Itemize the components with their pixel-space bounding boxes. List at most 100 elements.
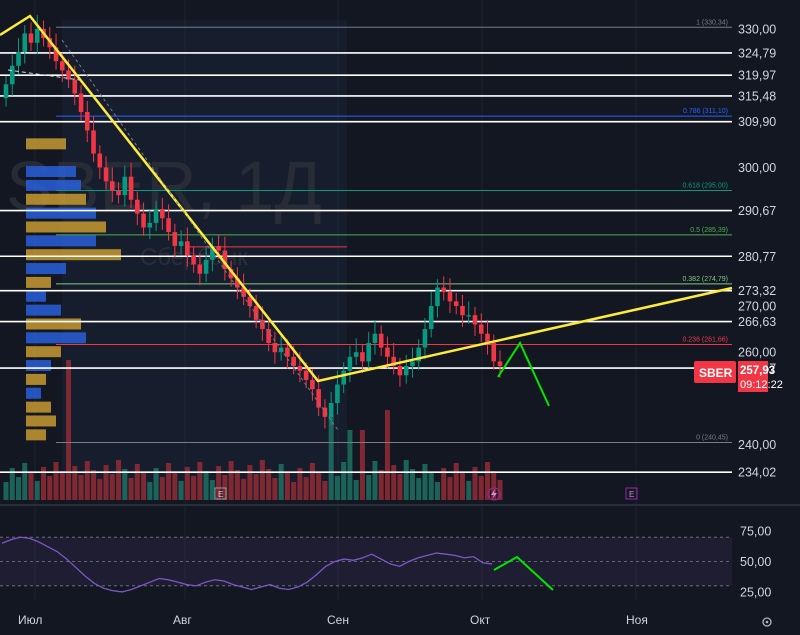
gear-icon[interactable] xyxy=(762,617,772,627)
rsi-tick: 50,00 xyxy=(740,555,771,569)
candle-body xyxy=(266,329,271,343)
forecast-path[interactable] xyxy=(497,340,550,407)
volume-bar xyxy=(84,461,90,500)
volume-bar xyxy=(159,477,165,500)
candle-body xyxy=(416,347,422,362)
volume-bar xyxy=(316,472,322,500)
candle-body xyxy=(91,130,96,154)
volume-bar xyxy=(434,482,440,500)
level-label-bg xyxy=(733,463,781,482)
volume-bar xyxy=(366,475,372,500)
candle-body xyxy=(3,84,9,99)
price-axis[interactable]: 324,79 319,97 315,48 309,90 290,67 280,77 273,… xyxy=(733,22,781,482)
month-label: Ноя xyxy=(626,613,648,627)
volume-bar xyxy=(166,463,172,500)
candle-body xyxy=(135,199,140,214)
volume-bar xyxy=(72,466,78,500)
volume-bar xyxy=(59,471,65,500)
candle-body xyxy=(441,287,447,293)
candle-body xyxy=(228,269,234,279)
volume-bar xyxy=(453,463,459,500)
candle-body xyxy=(185,241,190,256)
volume-bar xyxy=(484,462,490,500)
candle-body xyxy=(84,112,90,131)
volume-bar xyxy=(391,465,397,500)
rsi-tick: 25,00 xyxy=(740,585,771,599)
earnings-marker-future[interactable]: E xyxy=(625,487,638,500)
candle-body xyxy=(335,384,340,403)
earnings-label: E xyxy=(218,490,223,499)
volume-bar xyxy=(328,415,334,500)
horizontal-levels[interactable] xyxy=(0,52,732,473)
price-tick: 260,00 xyxy=(738,346,776,360)
candle-body xyxy=(353,352,359,357)
profile-bar xyxy=(26,235,96,247)
volume-bar xyxy=(178,481,184,500)
volume-bar xyxy=(241,479,247,500)
level-label: 319,97 xyxy=(738,69,776,83)
level-label-bg xyxy=(733,112,781,131)
rsi-line xyxy=(1,536,493,593)
volume-bar xyxy=(9,468,15,500)
volume-bar xyxy=(278,464,284,500)
fib-label: 0.236 (261,66) xyxy=(682,337,728,344)
volume-bar xyxy=(47,476,53,500)
profile-bar xyxy=(26,207,96,219)
volume-bar xyxy=(403,460,409,500)
volume-bar xyxy=(497,480,503,500)
volume-bar xyxy=(291,482,297,500)
month-label: Окт xyxy=(470,613,491,627)
volume-bar xyxy=(384,410,390,500)
volume-bar xyxy=(28,472,34,500)
candle-body xyxy=(403,366,409,376)
profile-bar xyxy=(26,249,121,261)
candle-body xyxy=(366,342,371,362)
ticker-symbol: SBER xyxy=(699,366,733,380)
level-label-bg xyxy=(733,281,781,300)
level-label: 234,02 xyxy=(738,466,776,480)
candle-body xyxy=(216,245,221,251)
volume-bar xyxy=(122,469,128,500)
volume-bar xyxy=(297,468,303,500)
candle-body xyxy=(260,319,265,330)
candle-body xyxy=(322,407,328,417)
volume-bar xyxy=(309,463,315,500)
level-label-bg xyxy=(733,201,781,220)
profile-bar xyxy=(26,193,86,205)
volume-bar xyxy=(322,481,328,500)
volume-bar xyxy=(22,463,28,500)
trendlines[interactable] xyxy=(0,14,733,431)
volume-bar xyxy=(34,481,40,500)
fib-label: 0.382 (274,79) xyxy=(682,276,728,283)
volume-bar xyxy=(272,478,278,500)
profile-bar xyxy=(26,401,51,413)
lightning-icon[interactable] xyxy=(487,487,501,501)
candle-body xyxy=(328,403,334,417)
volume-bar xyxy=(397,474,403,500)
candle-body xyxy=(9,65,15,85)
candle-body xyxy=(253,306,259,320)
volume-bar xyxy=(203,471,209,500)
level-label: 273,32 xyxy=(738,284,776,298)
volume-bar xyxy=(378,470,384,500)
price-tick: 330,00 xyxy=(738,22,776,36)
candle-body xyxy=(435,287,440,306)
profile-bar xyxy=(26,373,46,385)
volume-bar xyxy=(128,478,134,500)
time-axis[interactable]: Июл Авг Сен Окт Ноя xyxy=(18,613,648,627)
level-label-bg xyxy=(733,66,781,85)
earnings-marker[interactable]: E xyxy=(214,487,227,500)
candle-body xyxy=(153,209,159,223)
candle-body xyxy=(447,292,453,302)
candle-body xyxy=(178,241,184,246)
candle-body xyxy=(385,347,390,357)
candle-body xyxy=(291,356,296,367)
volume-bar xyxy=(91,470,97,500)
profile-bar xyxy=(26,138,66,150)
current-price-badge: SBER 257,93 09:12:22 xyxy=(694,361,783,392)
level-label: 280,77 xyxy=(738,250,776,264)
volume-bar xyxy=(78,475,84,500)
volume-bar xyxy=(41,467,47,500)
